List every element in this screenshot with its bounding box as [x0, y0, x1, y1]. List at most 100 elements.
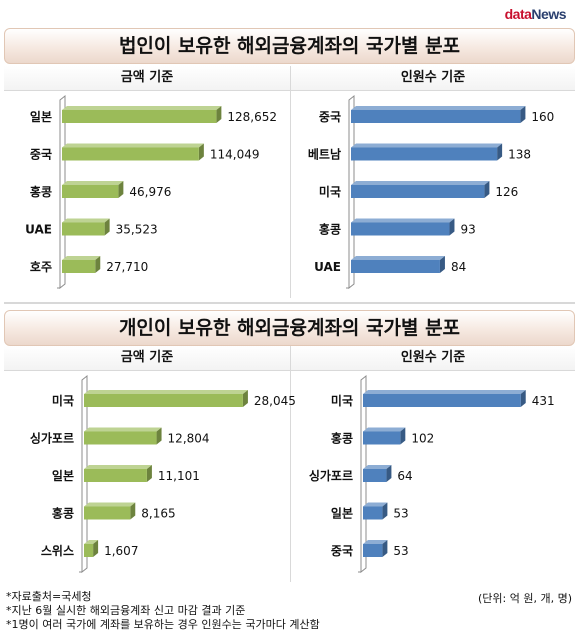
- category-label: 중국: [319, 110, 341, 124]
- bar-top-face: [62, 218, 110, 223]
- value-label: 128,652: [227, 110, 277, 124]
- bar-top-face: [351, 181, 490, 185]
- value-label: 93: [460, 223, 475, 237]
- bar: [62, 147, 199, 161]
- category-label: 중국: [30, 148, 52, 162]
- value-label: 431: [532, 394, 555, 408]
- category-label: 미국: [331, 393, 353, 408]
- chart-corp-amount: 일본 128,652 중국 114,049 홍콩 46,976 UAE 35,523 호주 27,…: [25, 94, 277, 290]
- bar-end-face: [449, 218, 455, 236]
- category-label: 일본: [30, 110, 52, 124]
- col-heading-indiv-amount: 금액 기준: [4, 346, 290, 371]
- col-heading-corp-people: 인원수 기준: [291, 66, 575, 91]
- bar: [351, 222, 450, 236]
- bar-top-face: [62, 143, 204, 148]
- footer-note-counting: *1명이 여러 국가에 계좌를 보유하는 경우 인원수는 국가마다 계산함: [6, 618, 320, 631]
- value-label: 64: [397, 469, 412, 483]
- value-label: 53: [393, 544, 408, 558]
- value-label: 12,804: [168, 432, 210, 446]
- value-label: 126: [495, 185, 518, 199]
- bar: [351, 260, 440, 273]
- bar-top-face: [363, 502, 388, 507]
- value-label: 27,710: [106, 260, 148, 274]
- bar-top-face: [363, 465, 392, 469]
- column-divider: [290, 346, 291, 582]
- bar-end-face: [382, 540, 388, 557]
- bar: [84, 544, 94, 557]
- bar-top-face: [84, 390, 248, 394]
- bar-end-face: [386, 465, 392, 482]
- chart-indiv-people: 미국 431 홍콩 102 싱가포르 64 일본 53 중국 53: [309, 374, 555, 574]
- category-label: 홍콩: [319, 222, 341, 237]
- bar-end-face: [198, 143, 204, 161]
- bar-end-face: [146, 465, 152, 482]
- bar: [62, 260, 96, 273]
- bar-top-face: [84, 540, 99, 544]
- category-label: 홍콩: [331, 431, 353, 446]
- bar-end-face: [520, 390, 526, 407]
- bar-end-face: [93, 540, 99, 557]
- bar-top-face: [84, 427, 162, 432]
- category-label: UAE: [314, 260, 341, 274]
- bar-end-face: [520, 106, 526, 123]
- value-label: 102: [411, 432, 434, 446]
- bar: [62, 110, 217, 123]
- bar-top-face: [363, 427, 406, 432]
- bar: [84, 394, 243, 407]
- bar: [351, 110, 521, 123]
- bar: [84, 469, 147, 482]
- bar-top-face: [62, 181, 124, 185]
- value-label: 160: [531, 110, 554, 124]
- value-label: 1,607: [104, 544, 138, 558]
- bar-end-face: [156, 427, 162, 445]
- category-label: UAE: [25, 223, 52, 237]
- category-label: 호주: [30, 260, 52, 274]
- col-heading-indiv-people: 인원수 기준: [291, 346, 575, 371]
- bar: [351, 147, 498, 161]
- bar-top-face: [62, 256, 101, 260]
- footer-note-source: *자료출처=국세청: [6, 590, 92, 603]
- bar-top-face: [84, 465, 152, 469]
- bar: [363, 394, 521, 407]
- value-label: 46,976: [129, 185, 171, 199]
- bar-top-face: [351, 256, 445, 260]
- footer-notes: *자료출처=국세청 *지난 6월 실시한 해외금융계좌 신고 마감 결과 기준 …: [6, 590, 320, 632]
- category-label: 홍콩: [52, 506, 74, 521]
- bar-end-face: [216, 106, 222, 123]
- value-label: 84: [451, 260, 466, 274]
- bar: [84, 506, 131, 520]
- logo-part-news: News: [531, 6, 566, 22]
- footer-note-basis: *지난 6월 실시한 해외금융계좌 신고 마감 결과 기준: [6, 604, 246, 617]
- category-label: 스위스: [41, 544, 74, 558]
- col-heading-corp-amount: 금액 기준: [4, 66, 290, 91]
- bar: [62, 222, 105, 236]
- category-label: 싱가포르: [309, 468, 353, 483]
- bar: [62, 185, 119, 198]
- units-note: (단위: 억 원, 개, 명): [478, 592, 572, 605]
- chart-indiv-amount: 미국 28,045 싱가포르 12,804 일본 11,101 홍콩 8,165 스위스 1,60…: [30, 374, 296, 574]
- category-label: 베트남: [308, 147, 341, 162]
- panel-title-individual: 개인이 보유한 해외금융계좌의 국가별 분포: [4, 310, 575, 346]
- bar-end-face: [484, 181, 490, 198]
- chart-corp-people: 중국 160 베트남 138 미국 126 홍콩 93 UAE 84: [308, 94, 554, 290]
- bar-end-face: [95, 256, 101, 273]
- category-label: 중국: [331, 544, 353, 558]
- bar-top-face: [351, 143, 503, 148]
- value-label: 8,165: [141, 507, 175, 521]
- value-label: 114,049: [210, 148, 260, 162]
- bar-top-face: [351, 218, 455, 223]
- value-label: 53: [393, 507, 408, 521]
- bar-end-face: [497, 143, 503, 161]
- category-label: 일본: [52, 469, 74, 483]
- bar-end-face: [118, 181, 124, 198]
- category-label: 싱가포르: [30, 431, 74, 446]
- logo-part-data: data: [504, 6, 532, 22]
- value-label: 11,101: [158, 469, 200, 483]
- value-label: 28,045: [254, 394, 296, 408]
- bar-top-face: [84, 502, 136, 507]
- bar-end-face: [242, 390, 248, 407]
- category-label: 홍콩: [30, 184, 52, 199]
- bar-end-face: [382, 502, 388, 520]
- bar: [363, 469, 387, 482]
- bar-top-face: [363, 540, 388, 544]
